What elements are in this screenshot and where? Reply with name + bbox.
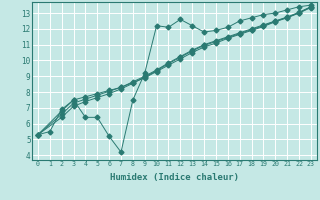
X-axis label: Humidex (Indice chaleur): Humidex (Indice chaleur) [110, 173, 239, 182]
